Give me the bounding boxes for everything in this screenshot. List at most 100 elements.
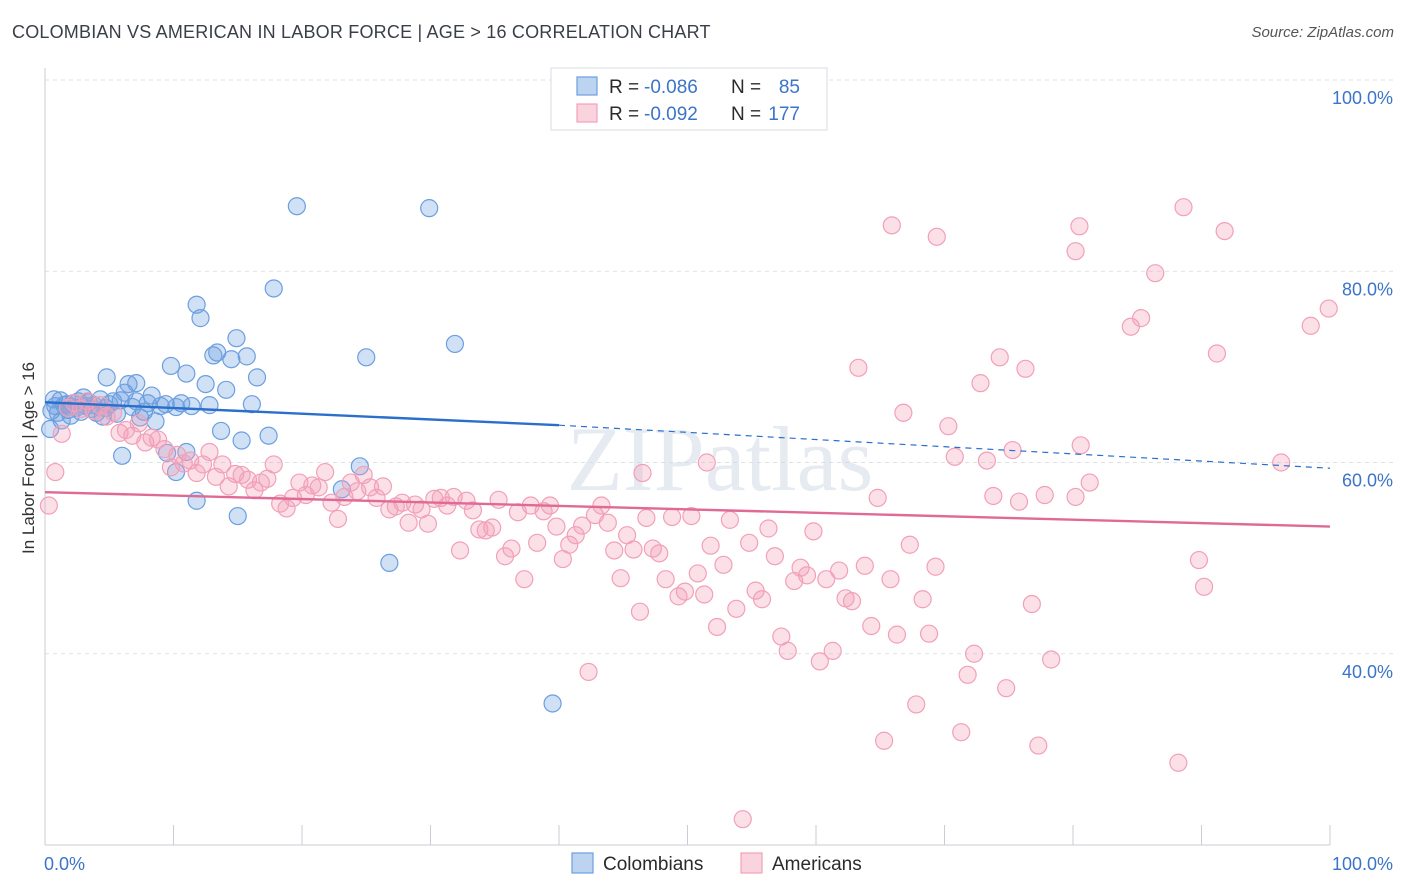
data-point	[1009, 492, 1029, 511]
data-point	[213, 455, 232, 474]
data-point	[1207, 344, 1227, 363]
data-point	[277, 499, 296, 518]
data-point	[1319, 299, 1338, 318]
data-point	[104, 403, 123, 422]
data-point	[316, 462, 335, 482]
data-point	[939, 417, 958, 436]
data-point	[1022, 594, 1041, 614]
y-axis-label: In Labor Force | Age > 16	[19, 362, 38, 554]
data-point	[463, 501, 483, 520]
data-point	[502, 539, 521, 558]
data-point	[810, 652, 829, 671]
data-point	[945, 447, 964, 466]
trend-line-americans	[44, 490, 1331, 528]
data-point	[650, 544, 669, 563]
data-point	[733, 810, 752, 829]
data-point	[1189, 550, 1209, 570]
trend-line-colombians	[44, 401, 560, 427]
data-point	[688, 564, 707, 583]
data-point	[579, 662, 598, 682]
data-point	[855, 556, 874, 575]
data-point	[1080, 473, 1099, 492]
y-tick-label: 80.0%	[1342, 279, 1393, 299]
data-point	[515, 570, 534, 589]
y-tick-label: 40.0%	[1342, 662, 1393, 682]
data-point	[804, 522, 823, 541]
data-point	[1169, 753, 1188, 772]
data-point	[543, 694, 562, 713]
data-point	[707, 617, 727, 637]
legend-bottom: Colombians Americans	[571, 852, 862, 875]
data-point	[630, 602, 650, 621]
data-point	[142, 428, 161, 447]
x-tick-label: 100.0%	[1332, 854, 1393, 874]
data-point	[997, 679, 1016, 698]
data-point	[894, 403, 913, 422]
data-point	[598, 513, 617, 532]
data-point	[46, 462, 65, 482]
data-point	[637, 508, 656, 528]
data-point	[361, 478, 380, 497]
data-point	[1070, 217, 1089, 236]
data-point	[119, 374, 138, 394]
legend-swatch-colombians	[576, 76, 598, 96]
legend-bottom-swatch	[740, 852, 763, 874]
data-point	[182, 396, 201, 416]
data-point	[875, 731, 894, 750]
data-point	[445, 334, 465, 354]
data-point	[862, 616, 881, 636]
data-point	[927, 227, 946, 246]
data-point	[952, 723, 971, 742]
data-point	[984, 486, 1003, 506]
data-point	[919, 624, 939, 643]
data-point	[1066, 487, 1085, 507]
data-point	[52, 424, 71, 443]
data-point	[148, 430, 168, 449]
y-tick-label: 60.0%	[1342, 471, 1393, 491]
legend-r-label: R =	[609, 77, 639, 98]
data-point	[701, 536, 720, 555]
data-point	[264, 279, 283, 298]
legend-swatch-americans	[576, 103, 598, 123]
axis-layer: 40.0% 60.0% 80.0% 100.0% 0.0% 100.0%	[44, 68, 1393, 874]
data-point	[247, 368, 267, 387]
data-point	[1035, 485, 1054, 505]
data-point	[547, 517, 566, 536]
data-point	[823, 641, 842, 660]
data-point	[765, 547, 784, 566]
trend-line-colombians-extension	[558, 424, 1331, 469]
data-point	[697, 453, 716, 472]
data-point	[217, 380, 236, 399]
data-point	[200, 396, 219, 415]
data-point	[1042, 650, 1061, 669]
data-point	[528, 533, 547, 552]
trend-layer	[44, 401, 1331, 528]
legend-top: R = -0.086 N = 85 R = -0.092 N = 177	[550, 67, 828, 131]
data-point	[740, 533, 759, 552]
data-point	[907, 695, 926, 714]
data-point	[656, 570, 675, 589]
data-point	[287, 197, 306, 216]
data-point	[309, 478, 328, 497]
data-point	[264, 455, 283, 474]
data-point	[868, 488, 887, 507]
data-point	[187, 491, 206, 510]
legend-n-value: 85	[779, 77, 800, 98]
legend-bottom-swatch	[571, 852, 594, 874]
chart-title: COLOMBIAN VS AMERICAN IN LABOR FORCE | A…	[12, 22, 711, 42]
data-point	[418, 514, 438, 533]
data-point	[177, 364, 196, 383]
data-point	[778, 641, 797, 660]
data-point	[695, 585, 714, 604]
data-point	[759, 519, 778, 538]
data-point	[1301, 316, 1320, 335]
data-point	[1215, 221, 1234, 241]
data-point	[605, 541, 624, 560]
data-point	[682, 506, 701, 526]
data-point	[1272, 453, 1291, 472]
legend-r-value: -0.092	[644, 104, 698, 125]
legend-bottom-label: Colombians	[603, 854, 703, 875]
data-point	[127, 374, 146, 393]
data-point	[714, 555, 733, 574]
